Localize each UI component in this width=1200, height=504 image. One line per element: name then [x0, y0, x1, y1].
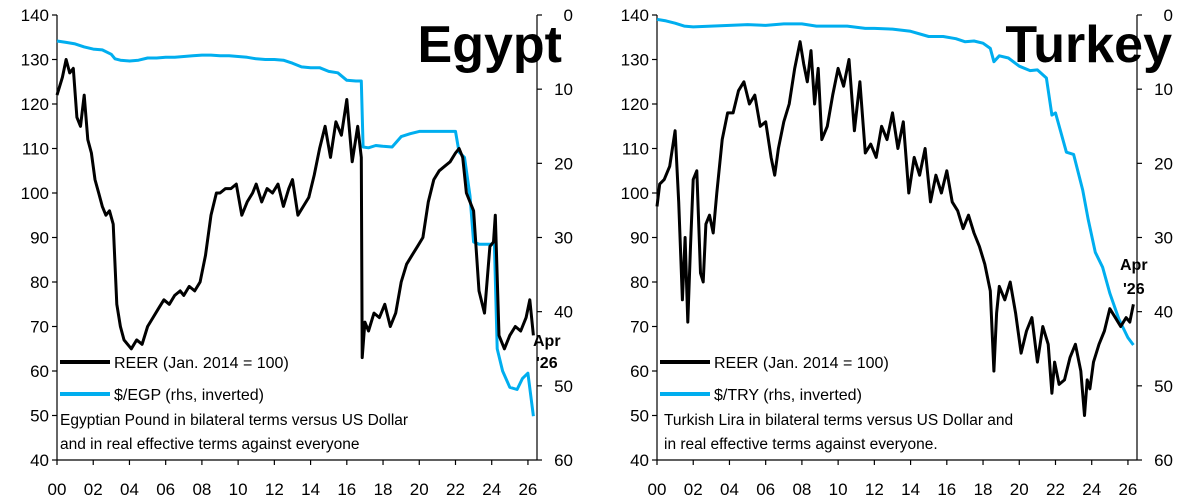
- egypt-x-tick-label: 18: [374, 480, 393, 499]
- turkey-legend-reer-label: REER (Jan. 2014 = 100): [714, 355, 889, 372]
- turkey-x-tick-label: 22: [1046, 480, 1065, 499]
- turkey-right-tick-label: 50: [1154, 377, 1173, 396]
- turkey-apr-label: Apr: [1120, 257, 1148, 274]
- turkey-year-label: '26: [1123, 281, 1145, 298]
- turkey-chart: 40 50 60 70 80 90 100 110 120 130 140 0 10 20 30 40 50 6…: [621, 6, 1173, 499]
- turkey-left-tick-label: 50: [630, 407, 649, 426]
- turkey-right-tick-label: 40: [1154, 303, 1173, 322]
- egypt-left-tick-label: 70: [30, 318, 49, 337]
- turkey-reer-line: [655, 40, 1135, 417]
- egypt-x-tick-label: 08: [192, 480, 211, 499]
- turkey-legend-fx-label: $/TRY (rhs, inverted): [714, 387, 862, 404]
- egypt-year-label: '26: [536, 355, 558, 372]
- egypt-x-tick-label: 26: [518, 480, 537, 499]
- egypt-chart: 40 50 60 70 80 90 100 110 120 130 140 0 10 20 30 40 50 6…: [21, 6, 573, 499]
- egypt-x-tick-label: 10: [229, 480, 248, 499]
- turkey-left-tick-label: 140: [621, 6, 649, 25]
- egypt-x-tick-label: 22: [446, 480, 465, 499]
- turkey-left-tick-label: 40: [630, 451, 649, 470]
- egypt-left-tick-label: 140: [21, 6, 49, 25]
- egypt-right-tick-label: 50: [554, 377, 573, 396]
- turkey-left-tick-label: 60: [630, 362, 649, 381]
- egypt-right-tick-label: 0: [564, 6, 573, 25]
- egypt-x-axis: 00 02 04 06 08 10 12 14 16 18 20 22 24 26: [48, 459, 537, 499]
- egypt-x-tick-label: 20: [410, 480, 429, 499]
- turkey-left-tick-label: 120: [621, 95, 649, 114]
- egypt-left-tick-label: 50: [30, 407, 49, 426]
- turkey-x-tick-label: 06: [756, 480, 775, 499]
- turkey-x-tick-label: 18: [974, 480, 993, 499]
- turkey-right-tick-label: 10: [1154, 80, 1173, 99]
- turkey-right-tick-label: 30: [1154, 229, 1173, 248]
- turkey-x-tick-label: 12: [865, 480, 884, 499]
- egypt-left-tick-label: 110: [22, 140, 49, 159]
- egypt-x-tick-label: 04: [120, 480, 139, 499]
- turkey-right-tick-label: 0: [1164, 6, 1173, 25]
- egypt-right-tick-label: 60: [554, 451, 573, 470]
- turkey-chart-panel: 40 50 60 70 80 90 100 110 120 130 140 0 10 20 30 40 50 6…: [600, 0, 1200, 504]
- turkey-x-axis: 00 02 04 06 08 10 12 14 16 18 20 22 24 26: [648, 459, 1137, 499]
- egypt-right-tick-label: 40: [554, 303, 573, 322]
- egypt-chart-panel: 40 50 60 70 80 90 100 110 120 130 140 0 10 20 30 40 50 6…: [21, 6, 573, 499]
- turkey-x-tick-label: 10: [829, 480, 848, 499]
- turkey-right-axis: 0 10 20 30 40 50 60: [1136, 6, 1173, 470]
- egypt-x-tick-label: 00: [48, 480, 67, 499]
- egypt-right-axis: 0 10 20 30 40 50 60: [536, 6, 573, 470]
- turkey-x-tick-label: 26: [1118, 480, 1137, 499]
- turkey-chart-title: Turkey: [1005, 16, 1172, 74]
- egypt-x-tick-label: 02: [84, 480, 103, 499]
- egypt-caption-line-2: and in real effective terms against ever…: [60, 436, 360, 453]
- egypt-left-axis: 40 50 60 70 80 90 100 110 120 130 140: [21, 6, 58, 470]
- egypt-right-tick-label: 20: [554, 154, 573, 173]
- egypt-caption-line-1: Egyptian Pound in bilateral terms versus…: [60, 412, 408, 429]
- turkey-x-tick-label: 02: [684, 480, 703, 499]
- egypt-left-tick-label: 120: [21, 95, 49, 114]
- turkey-right-tick-label: 60: [1154, 451, 1173, 470]
- egypt-right-tick-label: 10: [554, 80, 573, 99]
- turkey-left-tick-label: 90: [630, 229, 649, 248]
- turkey-x-tick-label: 14: [901, 480, 920, 499]
- egypt-x-tick-label: 24: [482, 480, 501, 499]
- egypt-x-tick-label: 12: [265, 480, 284, 499]
- turkey-caption-line-1: Turkish Lira in bilateral terms versus U…: [664, 412, 1013, 429]
- turkey-left-axis: 40 50 60 70 80 90 100 110 120 130 140: [621, 6, 658, 470]
- egypt-right-tick-label: 30: [554, 229, 573, 248]
- turkey-x-tick-label: 00: [648, 480, 667, 499]
- egypt-chart-title: Egypt: [418, 16, 562, 74]
- egypt-left-tick-label: 80: [30, 273, 49, 292]
- turkey-x-tick-label: 08: [792, 480, 811, 499]
- egypt-x-tick-label: 14: [301, 480, 320, 499]
- turkey-left-tick-label: 100: [621, 184, 649, 203]
- egypt-legend-reer-label: REER (Jan. 2014 = 100): [114, 355, 289, 372]
- turkey-left-tick-label: 110: [622, 140, 649, 159]
- turkey-left-tick-label: 70: [630, 318, 649, 337]
- egypt-left-tick-label: 90: [30, 229, 49, 248]
- turkey-left-tick-label: 80: [630, 273, 649, 292]
- egypt-apr-label: Apr: [533, 333, 561, 350]
- egypt-left-tick-label: 60: [30, 362, 49, 381]
- turkey-x-tick-label: 24: [1082, 480, 1101, 499]
- turkey-caption-line-2: in real effective terms against everyone…: [664, 436, 938, 453]
- egypt-x-tick-label: 06: [156, 480, 175, 499]
- egypt-left-tick-label: 130: [21, 51, 49, 70]
- egypt-legend-fx-label: $/EGP (rhs, inverted): [114, 387, 264, 404]
- turkey-fx-line: [656, 17, 1135, 346]
- turkey-right-tick-label: 20: [1154, 154, 1173, 173]
- turkey-x-tick-label: 04: [720, 480, 739, 499]
- egypt-left-tick-label: 40: [30, 451, 49, 470]
- turkey-x-tick-label: 20: [1010, 480, 1029, 499]
- turkey-left-tick-label: 130: [621, 51, 649, 70]
- egypt-x-tick-label: 16: [337, 480, 356, 499]
- egypt-left-tick-label: 100: [21, 184, 49, 203]
- turkey-x-tick-label: 16: [937, 480, 956, 499]
- egypt-reer-line: [55, 58, 535, 360]
